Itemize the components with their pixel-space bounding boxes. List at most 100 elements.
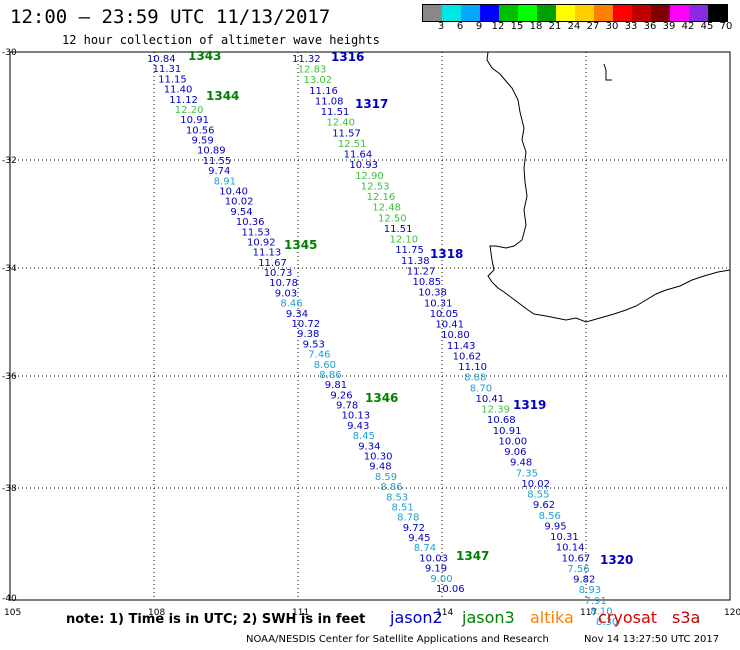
wave-height-value: 10.06: [436, 584, 465, 595]
wave-height-value: 8.45: [353, 431, 375, 442]
wave-height-value: 10.67: [562, 553, 591, 564]
wave-height-value: 11.53: [242, 227, 271, 238]
wave-height-value: 9.72: [403, 523, 425, 534]
wave-height-value: 12.20: [175, 105, 204, 116]
map-frame: [9, 51, 731, 601]
wave-height-value: 9.62: [533, 500, 555, 511]
colorbar-segment: [670, 5, 689, 21]
colorbar-label: 6: [456, 21, 464, 32]
lat-tick-label: -40: [2, 594, 17, 604]
colorbar-label: 45: [700, 21, 714, 32]
wave-height-value: 12.90: [355, 171, 384, 182]
wave-height-value: 9.34: [286, 309, 308, 320]
wave-height-value: 9.03: [275, 288, 297, 299]
wave-height-value: 10.30: [364, 452, 393, 463]
pass-number-label: 1343: [188, 49, 221, 63]
wave-height-value: 10.68: [487, 415, 516, 426]
wave-height-value: 10.84: [147, 54, 176, 65]
wave-height-value: 11.64: [344, 150, 373, 161]
wave-height-value: 9.26: [330, 390, 352, 401]
wave-height-colorbar: [422, 4, 728, 22]
wave-height-value: 8.56: [539, 511, 561, 522]
wave-height-value: 11.38: [401, 256, 430, 267]
colorbar-segment: [708, 5, 727, 21]
wave-height-value: 9.00: [430, 574, 452, 585]
colorbar-label: 42: [681, 21, 695, 32]
footer-timestamp: Nov 14 13:27:50 UTC 2017: [584, 634, 720, 645]
wave-height-value: 10.91: [180, 115, 209, 126]
wave-height-value: 10.92: [247, 238, 276, 249]
pass-number-label: 1345: [284, 238, 317, 252]
wave-height-value: 8.78: [397, 513, 419, 524]
lat-tick-label: -38: [2, 484, 17, 494]
footer-credit: NOAA/NESDIS Center for Satellite Applica…: [246, 634, 549, 645]
colorbar-segment: [613, 5, 632, 21]
colorbar-segment: [556, 5, 575, 21]
wave-height-value: 9.19: [425, 564, 447, 575]
wave-height-value: 10.73: [264, 268, 293, 279]
wave-height-value: 10.41: [476, 394, 505, 405]
colorbar-label: 39: [662, 21, 676, 32]
wave-height-value: 8.88: [464, 373, 486, 384]
colorbar-label: 30: [605, 21, 619, 32]
wave-height-value: 11.57: [332, 128, 361, 139]
lon-tick-label: 120: [724, 608, 740, 618]
wave-height-value: 10.31: [424, 298, 453, 309]
footnote: note: 1) Time is in UTC; 2) SWH is in fe…: [66, 612, 366, 627]
wave-height-value: 9.48: [510, 458, 532, 469]
lon-tick-label: 111: [292, 608, 309, 618]
wave-height-value: 10.13: [342, 411, 371, 422]
legend-cryosat: cryosat: [598, 608, 658, 627]
wave-height-value: 9.48: [369, 462, 391, 473]
page-title: 12:00 – 23:59 UTC 11/13/2017: [10, 6, 331, 28]
altimeter-track-west: 10.8411.3111.1511.4011.1212.2010.9110.56…: [147, 54, 465, 595]
wave-height-value: 11.43: [447, 341, 476, 352]
wave-height-value: 10.72: [292, 319, 321, 330]
wave-height-value: 12.10: [390, 235, 419, 246]
wave-height-value: 10.78: [269, 278, 298, 289]
wave-height-value: 8.93: [579, 585, 601, 596]
lon-tick-label: 108: [148, 608, 165, 618]
pass-number-label: 1346: [365, 391, 398, 405]
wave-height-value: 11.40: [164, 85, 193, 96]
colorbar-label: 21: [548, 21, 562, 32]
lat-tick-label: -34: [2, 264, 17, 274]
colorbar-segment: [423, 5, 442, 21]
colorbar-segment: [651, 5, 670, 21]
colorbar-segment: [537, 5, 556, 21]
grid-lines: [10, 52, 730, 600]
colorbar-label: 18: [529, 21, 543, 32]
legend-s3a: s3a: [672, 608, 701, 627]
wave-height-value: 10.38: [418, 288, 447, 299]
wave-height-value: 11.10: [458, 362, 487, 373]
colorbar-segment: [442, 5, 461, 21]
wave-height-value: 8.70: [470, 383, 492, 394]
coastline-inlet: [603, 63, 612, 81]
colorbar-segment: [518, 5, 537, 21]
wave-height-value: 12.51: [338, 139, 367, 150]
pass-labels: 1343 1344 1345 1346 1347 1316 1317 1318 1319 1320: [188, 49, 633, 567]
wave-height-value: 7.91: [585, 596, 607, 607]
wave-height-value: 10.62: [453, 351, 482, 362]
wave-height-value: 9.74: [208, 166, 230, 177]
pass-number-label: 1320: [600, 553, 633, 567]
wave-height-value: 10.41: [435, 320, 464, 331]
wave-height-value: 10.14: [556, 543, 585, 554]
legend-jason3: jason3: [462, 608, 515, 627]
wave-height-value: 12.53: [361, 182, 390, 193]
wave-height-value: 11.12: [169, 95, 198, 106]
wave-height-value: 8.55: [527, 490, 549, 501]
colorbar-segment: [689, 5, 708, 21]
lat-tick-label: -30: [2, 48, 17, 58]
wave-height-value: 9.34: [358, 441, 380, 452]
colorbar-label: 27: [586, 21, 600, 32]
lon-tick-label: 117: [580, 608, 597, 618]
wave-height-value: 12.39: [481, 405, 510, 416]
wave-height-value: 9.81: [325, 380, 347, 391]
colorbar-label: 24: [567, 21, 581, 32]
wave-height-value: 11.08: [315, 97, 344, 108]
pass-number-label: 1317: [355, 97, 388, 111]
pass-number-label: 1316: [331, 50, 364, 64]
